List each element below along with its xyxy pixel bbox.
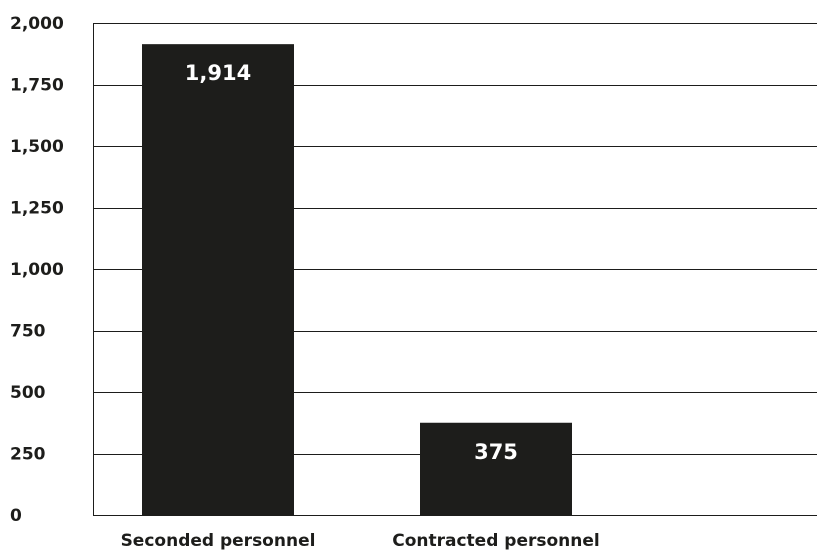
y-tick-label: 2,000 (10, 14, 64, 34)
bar (142, 44, 294, 515)
bar (420, 422, 572, 515)
x-category-label: Seconded personnel (121, 531, 316, 551)
y-tick-label: 1,750 (10, 76, 64, 96)
x-axis-category-labels: Seconded personnel Contracted personnel (121, 531, 600, 551)
y-tick-label: 1,250 (10, 199, 64, 219)
y-tick-label: 250 (10, 445, 46, 465)
bar-value-label: 1,914 (185, 61, 251, 85)
bars (142, 44, 572, 515)
y-tick-label: 750 (10, 322, 46, 342)
bar-value-label: 375 (474, 440, 518, 464)
y-axis-tick-labels: 0 250 500 750 1,000 1,250 1,500 1,750 2,000 (10, 14, 64, 526)
y-tick-label: 1,500 (10, 137, 64, 157)
y-tick-label: 500 (10, 383, 46, 403)
x-category-label: Contracted personnel (392, 531, 600, 551)
data-labels: 1,914 375 (185, 61, 518, 464)
y-tick-label: 0 (10, 506, 22, 526)
y-tick-label: 1,000 (10, 260, 64, 280)
